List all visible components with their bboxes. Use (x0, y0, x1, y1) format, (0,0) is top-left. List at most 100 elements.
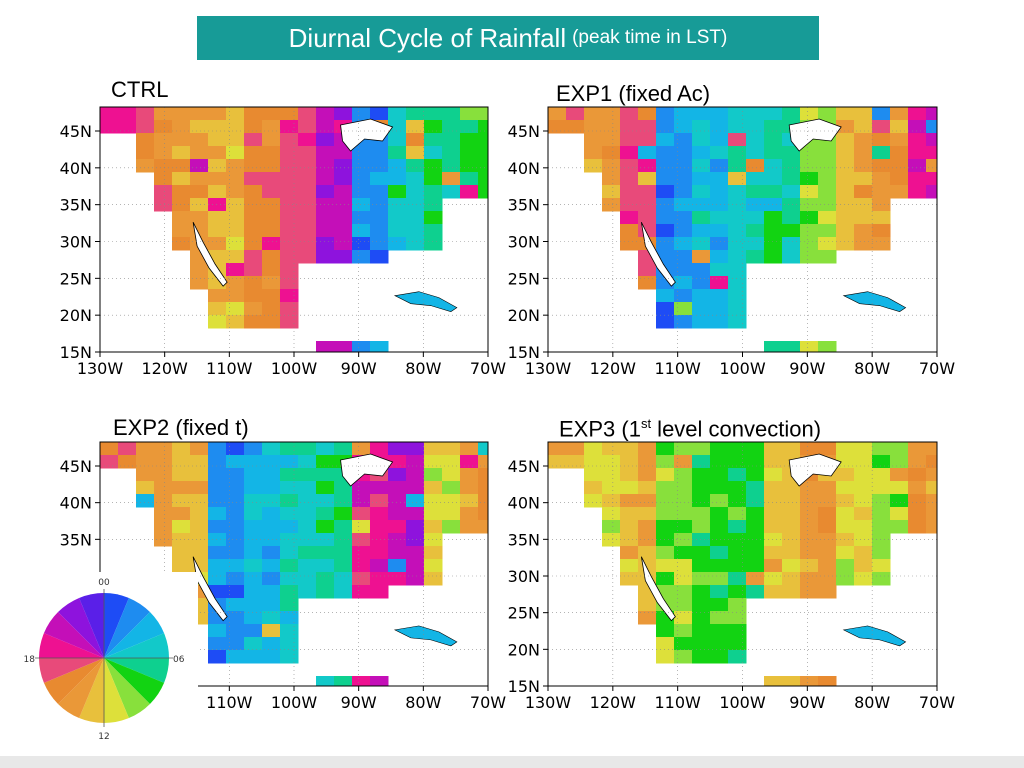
land-cell (388, 185, 407, 199)
y-tick-label: 25N (508, 269, 540, 288)
land-cell (818, 559, 837, 573)
land-cell (298, 585, 317, 599)
land-cell (226, 637, 245, 651)
land-cell (818, 676, 837, 686)
land-cell (208, 572, 227, 586)
land-cell (262, 598, 281, 612)
land-cell (872, 237, 891, 251)
land-cell (602, 172, 621, 186)
land-cell (620, 533, 639, 547)
land-cell (800, 224, 819, 238)
land-cell (370, 172, 389, 186)
land-cell (388, 211, 407, 225)
x-tick-label: 90W (341, 359, 377, 378)
land-cell (442, 481, 461, 495)
land-cell (836, 211, 855, 225)
land-cell (244, 572, 263, 586)
land-cell (584, 146, 603, 160)
land-cell (584, 442, 603, 456)
land-cell (638, 198, 657, 212)
x-tick-label: 130W (77, 359, 124, 378)
land-cell (334, 481, 353, 495)
land-cell (280, 533, 299, 547)
land-cell (854, 533, 873, 547)
land-cell (406, 559, 425, 573)
land-cell (674, 198, 693, 212)
land-cell (638, 120, 657, 134)
land-cell (764, 546, 783, 560)
land-cell (262, 585, 281, 599)
land-cell (226, 250, 245, 264)
land-cell (710, 237, 729, 251)
cuba-island-shape (393, 625, 458, 647)
land-cell (442, 146, 461, 160)
land-cell (442, 468, 461, 482)
land-cell (926, 481, 937, 495)
land-cell (442, 494, 461, 508)
land-cell (226, 507, 245, 521)
land-cell (782, 172, 801, 186)
land-cell (280, 559, 299, 573)
land-cell (584, 120, 603, 134)
land-cell (800, 237, 819, 251)
land-cell (854, 507, 873, 521)
land-cell (728, 302, 747, 316)
legend-slice (79, 658, 104, 723)
land-cell (424, 211, 443, 225)
land-cell (890, 159, 909, 173)
land-cell (226, 611, 245, 625)
land-cell (692, 481, 711, 495)
land-cell (208, 198, 227, 212)
land-cell (280, 315, 299, 329)
land-cell (118, 107, 137, 121)
land-cell (280, 442, 299, 456)
land-cell (692, 650, 711, 664)
land-cell (460, 520, 479, 534)
land-cell (746, 442, 765, 456)
y-tick-label: 35N (508, 196, 540, 215)
land-cell (782, 585, 801, 599)
land-cell (172, 481, 191, 495)
land-cell (370, 185, 389, 199)
land-cell (316, 481, 335, 495)
land-cell (692, 637, 711, 651)
land-cell (710, 559, 729, 573)
land-cell (872, 559, 891, 573)
land-cell (872, 455, 891, 469)
land-cell (638, 507, 657, 521)
panel-label-exp3-suffix: level convection) (651, 416, 822, 442)
land-cell (602, 520, 621, 534)
land-cell (710, 520, 729, 534)
land-cell (388, 572, 407, 586)
land-cell (334, 546, 353, 560)
land-cell (190, 520, 209, 534)
x-tick-label: 120W (141, 359, 188, 378)
land-cell (262, 442, 281, 456)
land-cell (334, 224, 353, 238)
land-cell (280, 237, 299, 251)
land-cell (728, 637, 747, 651)
land-cell (280, 107, 299, 121)
land-cell (602, 507, 621, 521)
land-cell (692, 455, 711, 469)
land-cell (764, 185, 783, 199)
land-cell (316, 107, 335, 121)
land-cell (280, 624, 299, 638)
land-cell (692, 315, 711, 329)
land-cell (710, 172, 729, 186)
land-cell (800, 533, 819, 547)
land-cell (656, 120, 675, 134)
land-cell (854, 172, 873, 186)
land-cell (890, 468, 909, 482)
land-cell (710, 185, 729, 199)
land-cell (406, 237, 425, 251)
land-cell (800, 494, 819, 508)
land-cell (728, 159, 747, 173)
land-cell (226, 468, 245, 482)
land-cell (172, 533, 191, 547)
land-cell (746, 559, 765, 573)
great-lakes-shape (340, 453, 394, 487)
land-cell (424, 442, 443, 456)
land-cell (226, 276, 245, 290)
land-cell (190, 211, 209, 225)
